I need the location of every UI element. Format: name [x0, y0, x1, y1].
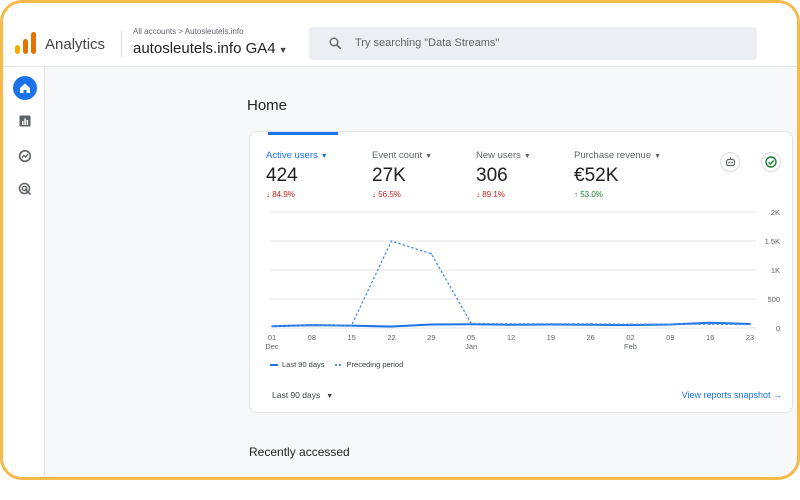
metric-label: Event count ▼ — [372, 150, 433, 161]
data-point — [550, 323, 552, 325]
dropdown-icon: ▼ — [320, 153, 328, 160]
dropdown-icon: ▼ — [425, 153, 433, 160]
insights-button[interactable] — [720, 152, 740, 172]
metric-delta: ↓ 89.1% — [476, 190, 505, 199]
metric-label: Active users ▼ — [266, 150, 328, 161]
x-tick-label: 15 — [347, 333, 355, 342]
legend-item-previous: Preceding period — [334, 360, 403, 369]
y-tick-label: 0 — [776, 324, 780, 333]
app-name[interactable]: Analytics — [45, 36, 106, 53]
caret-down-icon: ▼ — [278, 45, 288, 55]
data-point — [709, 323, 711, 326]
explore-nav-button[interactable] — [13, 144, 37, 168]
x-tick-label: 22 — [387, 333, 395, 342]
metric-delta: ↓ 84.9% — [266, 190, 295, 199]
reports-nav-button[interactable] — [13, 109, 37, 133]
x-tick-label: 16 — [706, 333, 714, 342]
x-tick-sublabel: Jan — [465, 342, 477, 351]
advertising-icon — [18, 182, 32, 196]
data-point — [709, 321, 711, 324]
series-line-previous — [271, 240, 751, 327]
metric-delta: ↑ 53.0% — [574, 190, 603, 199]
analytics-logo-icon[interactable] — [15, 30, 37, 54]
insights-icon — [725, 157, 735, 166]
data-point — [470, 322, 472, 325]
view-reports-snapshot-link[interactable]: View reports snapshot → — [681, 390, 782, 400]
search-placeholder: Try searching "Data Streams" — [355, 37, 500, 49]
data-quality-button[interactable] — [761, 152, 781, 172]
reports-icon — [19, 115, 31, 127]
metric-value: 306 — [476, 165, 508, 186]
home-nav-button[interactable] — [13, 76, 37, 100]
x-tick-label: 23 — [746, 333, 754, 342]
data-point — [430, 252, 433, 255]
top-bar: Analytics All accounts > Autosleutels.in… — [3, 3, 797, 67]
metric-event-count[interactable]: Event count ▼ 27K ↓ 56.5% — [372, 150, 432, 199]
metric-label: Purchase revenue ▼ — [574, 150, 662, 161]
y-tick-label: 2K — [771, 208, 780, 217]
x-tick-label: 01 — [268, 333, 276, 342]
y-tick-label: 1.5K — [765, 237, 780, 246]
check-circle-icon — [765, 156, 777, 168]
x-tick-label: 12 — [507, 333, 515, 342]
metric-delta: ↓ 56.5% — [372, 190, 401, 199]
legend-swatch-solid — [270, 363, 278, 366]
home-icon — [20, 83, 30, 93]
dropdown-icon: ▼ — [326, 393, 334, 400]
data-point — [390, 240, 393, 242]
metric-value: 27K — [372, 165, 406, 186]
data-point — [390, 325, 393, 328]
metric-purchase-revenue[interactable]: Purchase revenue ▼ €52K ↑ 53.0% — [574, 150, 661, 199]
x-tick-label: 26 — [586, 333, 594, 342]
y-tick-label: 1K — [771, 266, 780, 275]
active-tab-indicator — [268, 132, 338, 135]
chart-legend: Last 90 days Preceding period — [270, 360, 403, 369]
recently-accessed-heading: Recently accessed — [249, 445, 350, 459]
data-point — [311, 324, 313, 327]
advertising-nav-button[interactable] — [13, 177, 37, 201]
overview-card: Active users ▼ 424 ↓ 84.9% Event count ▼ 2… — [249, 131, 793, 413]
x-tick-label: 05 — [467, 333, 475, 342]
data-point — [749, 323, 751, 326]
metric-active-users[interactable]: Active users ▼ 424 ↓ 84.9% — [266, 150, 328, 199]
page-title: Home — [247, 97, 288, 114]
data-point — [350, 324, 353, 326]
metric-value: €52K — [574, 165, 619, 186]
metric-value: 424 — [266, 165, 298, 186]
app-frame: Analytics All accounts > Autosleutels.in… — [0, 0, 800, 480]
legend-swatch-dashed — [334, 363, 343, 366]
dropdown-icon: ▼ — [654, 153, 662, 160]
x-tick-sublabel: Dec — [265, 342, 279, 351]
x-tick-label: 29 — [427, 333, 435, 342]
metric-label: New users ▼ — [476, 150, 531, 161]
y-tick-label: 500 — [767, 295, 780, 304]
data-point — [510, 323, 512, 325]
search-bar[interactable]: Try searching "Data Streams" — [309, 27, 757, 60]
dropdown-icon: ▼ — [523, 153, 531, 160]
explore-icon — [18, 149, 32, 163]
x-tick-label: 09 — [666, 333, 674, 342]
data-point — [589, 323, 592, 325]
breadcrumb[interactable]: All accounts > Autosleutels.info — [133, 27, 244, 36]
x-tick-label: 02 — [626, 333, 634, 342]
metric-new-users[interactable]: New users ▼ 306 ↓ 89.1% — [476, 150, 531, 199]
x-tick-label: 19 — [547, 333, 555, 342]
date-range-selector[interactable]: Last 90 days ▼ — [272, 390, 334, 400]
data-point — [430, 323, 433, 326]
property-selector[interactable]: autosleutels.info GA4 ▼ — [133, 40, 288, 57]
data-point — [271, 325, 273, 328]
x-tick-label: 08 — [308, 333, 316, 342]
divider — [121, 31, 122, 57]
property-name: autosleutels.info GA4 — [133, 40, 276, 57]
x-tick-sublabel: Feb — [624, 342, 637, 351]
legend-item-current: Last 90 days — [270, 360, 325, 369]
data-point — [669, 323, 672, 326]
data-point — [629, 323, 632, 326]
search-icon — [329, 37, 341, 49]
left-nav-rail — [3, 67, 45, 477]
